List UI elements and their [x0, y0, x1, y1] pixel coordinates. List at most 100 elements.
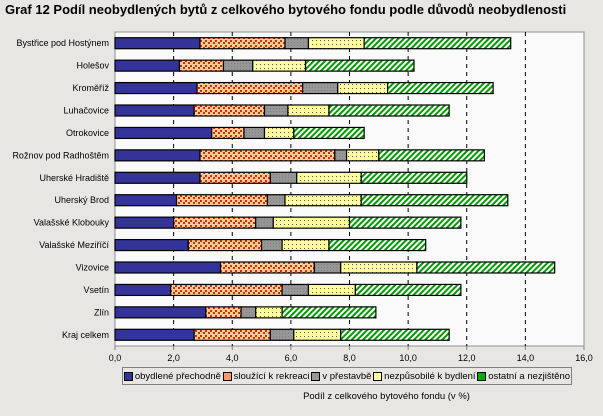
bar-segment-5	[328, 238, 427, 252]
bar-segment-5	[378, 149, 485, 162]
bar-segment-3	[302, 81, 339, 95]
legend-item: nezpůsobilé k bydlení	[373, 371, 476, 382]
bar-segment-4	[284, 194, 362, 207]
category-label: Vsetín	[83, 285, 109, 295]
bar-segment-5	[304, 59, 415, 72]
category-label: Luhačovice	[63, 106, 109, 116]
x-tick-label: 12,0	[458, 353, 476, 363]
legend-item: obydlené přechodně	[123, 370, 221, 382]
bar-segment-2	[193, 328, 271, 341]
bar-segment-4	[287, 104, 330, 117]
category-label: Holešov	[76, 61, 109, 71]
bar-segment-4	[263, 126, 295, 140]
bar-segment-3	[260, 238, 283, 252]
bar-segment-2	[178, 59, 225, 72]
bar-segment-5	[363, 37, 512, 50]
chart-plot: Bystřice pod Hostýnem Holešov Kroměříž Luha…	[12, 31, 593, 363]
bar-segment-1	[114, 194, 178, 207]
bar-segment-2	[199, 171, 271, 184]
bar-segment-5	[360, 194, 509, 207]
legend-swatch	[311, 371, 321, 381]
legend-swatch	[477, 371, 487, 381]
x-tick-label: 6,0	[285, 353, 298, 363]
legend-label: v přestavbě	[322, 370, 372, 382]
bar-segment-4	[281, 238, 330, 252]
bar-segment-5	[387, 81, 494, 95]
bar-segment-3	[284, 37, 310, 50]
bar-segment-3	[263, 104, 289, 117]
bar-segment-4	[307, 37, 365, 50]
bar-segment-5	[360, 171, 468, 184]
bar-segment-5	[348, 216, 462, 229]
bar-segment-4	[293, 328, 342, 341]
bar-segment-2	[219, 261, 315, 274]
category-label: Valašské Klobouky	[34, 218, 110, 228]
bar-segment-1	[114, 126, 213, 140]
legend-label: obydlené přechodně	[134, 370, 221, 382]
bar-segment-2	[205, 306, 242, 319]
x-tick-label: 2,0	[167, 353, 180, 363]
bar-segment-4	[272, 216, 351, 229]
x-axis-title: Podíl z celkového bytového fondu (v %)	[303, 391, 470, 402]
bar-segment-3	[240, 306, 257, 319]
legend-swatch	[222, 371, 232, 381]
x-tick-label: 16,0	[575, 353, 593, 363]
category-label: Kroměříž	[72, 83, 109, 93]
legend-item: ostatní a nezjištěno	[477, 371, 570, 382]
bar-segment-1	[114, 81, 198, 95]
legend-swatch	[373, 371, 383, 381]
legend-item: sloužící k rekreaci	[222, 370, 310, 382]
bar-segment-2	[187, 238, 263, 252]
x-tick-label: 0,0	[109, 353, 122, 363]
bar-segment-4	[307, 283, 356, 297]
bar-segment-1	[114, 283, 172, 297]
x-tick-label: 10,0	[399, 353, 417, 363]
bar-segment-3	[243, 126, 266, 140]
category-label: Vizovice	[76, 263, 109, 273]
bar-segment-5	[354, 283, 462, 297]
bar-segment-2	[199, 37, 286, 50]
x-tick-label: 4,0	[226, 353, 239, 363]
bar-segment-3	[334, 149, 348, 162]
x-tick-label: 14,0	[517, 353, 535, 363]
category-label: Bystřice pod Hostýnem	[16, 38, 109, 48]
bar-segment-2	[211, 126, 245, 140]
chart-title: Graf 12 Podíl neobydlených bytů z celkov…	[5, 2, 567, 17]
legend-swatch	[123, 371, 133, 381]
category-label: Uherské Hradiště	[39, 173, 109, 183]
bar-segment-1	[114, 171, 201, 184]
bar-segment-3	[266, 194, 286, 207]
bar-segment-1	[114, 261, 222, 274]
bar-segment-5	[293, 126, 365, 140]
bar-segment-4	[296, 171, 362, 184]
bar-segment-1	[114, 328, 195, 341]
bar-segment-1	[114, 104, 195, 117]
category-label: Rožnov pod Radhoštěm	[12, 150, 109, 160]
bar-segment-1	[114, 216, 175, 229]
legend-label: sloužící k rekreaci	[233, 370, 310, 382]
bar-segment-4	[252, 59, 307, 72]
bar-segment-1	[114, 37, 201, 50]
bar-segment-2	[193, 104, 266, 117]
x-tick-label: 8,0	[343, 353, 356, 363]
bar-segment-2	[173, 216, 257, 229]
bar-segment-4	[337, 81, 389, 95]
category-label: Valašské Meziříčí	[39, 240, 109, 250]
category-label: Kraj celkem	[62, 330, 109, 340]
legend-label: ostatní a nezjištěno	[488, 370, 571, 382]
bar-segment-3	[255, 216, 274, 229]
bar-segment-3	[313, 261, 342, 274]
bar-segment-4	[255, 306, 283, 319]
bar-segment-1	[114, 238, 189, 252]
bar-segment-2	[199, 149, 336, 162]
bar-segment-2	[170, 283, 283, 297]
bar-segment-3	[222, 59, 254, 72]
legend: obydlené přechodně sloužící k rekreaci v p…	[122, 367, 572, 385]
bar-segment-2	[196, 81, 304, 95]
bar-segment-3	[269, 328, 295, 341]
bar-segment-4	[340, 261, 418, 274]
bar-segment-5	[416, 261, 556, 274]
category-label: Uherský Brod	[54, 195, 109, 205]
bar-segment-3	[269, 171, 298, 184]
legend-item: v přestavbě	[311, 371, 371, 382]
